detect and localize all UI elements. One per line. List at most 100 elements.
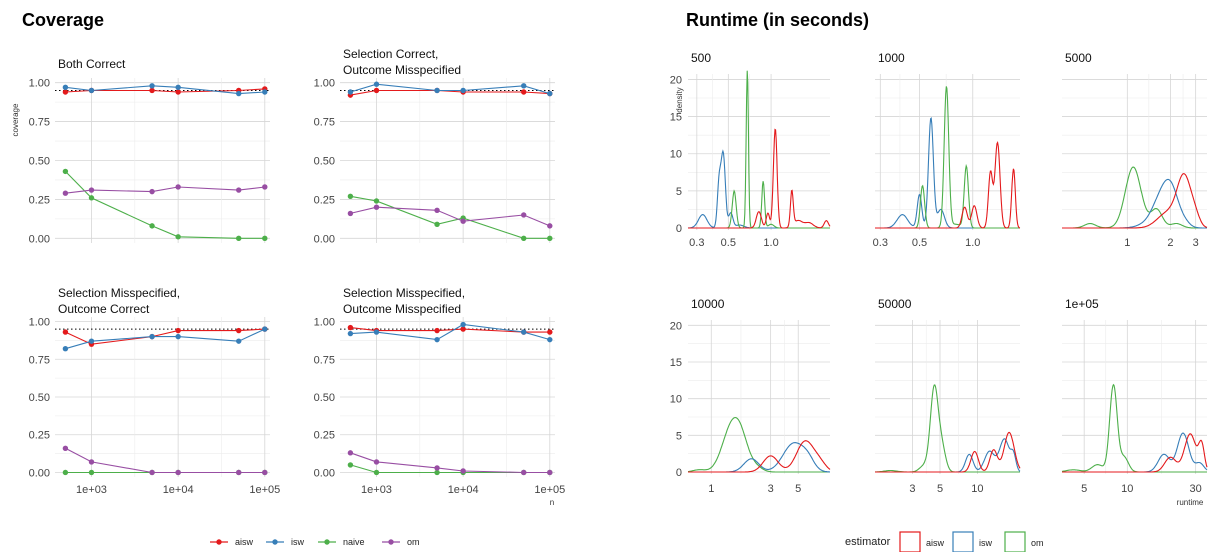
density-curve-isw xyxy=(875,438,1021,473)
runtime-panel-10000: 10000 0 5 10 15 20 1 3 5 xyxy=(670,297,831,495)
data-point-om xyxy=(149,188,155,195)
data-point-isw xyxy=(460,87,466,94)
y-tick-label: 0.25 xyxy=(314,194,335,206)
panel-title: Selection Correct, xyxy=(343,47,438,61)
legend-label: om xyxy=(407,537,420,547)
data-point-isw xyxy=(373,329,380,335)
data-point-om xyxy=(88,459,95,465)
x-tick-label: 1e+05 xyxy=(534,484,565,496)
density-curve-aisw xyxy=(875,140,1021,229)
y-tick-label: 0.00 xyxy=(314,233,335,245)
data-point-isw xyxy=(149,83,155,89)
x-tick-label: 0.5 xyxy=(721,237,736,249)
data-point-isw xyxy=(434,87,440,94)
data-point-om xyxy=(373,204,380,210)
data-point-isw xyxy=(547,90,553,97)
data-point-naive xyxy=(88,195,95,201)
data-point-naive xyxy=(62,469,69,476)
y-tick-label: 5 xyxy=(676,186,682,198)
density-curve-om xyxy=(1061,383,1207,473)
x-tick-label: 30 xyxy=(1190,483,1202,495)
data-point-om xyxy=(347,210,354,217)
y-tick-label: 0.75 xyxy=(314,117,335,129)
x-tick-label: 1.0 xyxy=(763,237,778,249)
legend-key-box xyxy=(952,531,974,552)
data-point-om xyxy=(262,184,268,190)
legend-key-box xyxy=(899,531,921,552)
data-point-naive xyxy=(347,193,354,200)
y-tick-label: 0.00 xyxy=(314,467,335,479)
data-point-aisw xyxy=(547,329,553,335)
legend-label: isw xyxy=(291,537,304,547)
data-point-om xyxy=(434,207,440,214)
series-line-aisw xyxy=(350,89,550,96)
series-line-om xyxy=(350,206,551,227)
y-tick-label: 0.50 xyxy=(314,392,335,404)
data-point-om xyxy=(347,450,354,456)
series-line-aisw xyxy=(350,327,550,333)
panel-title: 50000 xyxy=(878,297,912,311)
data-point-isw xyxy=(175,84,181,91)
x-tick-label: 1e+05 xyxy=(249,484,280,496)
density-curve-aisw xyxy=(688,440,831,473)
y-tick-label: 15 xyxy=(670,357,682,369)
data-point-aisw xyxy=(236,327,242,334)
panel-title: Outcome Correct xyxy=(58,302,150,316)
x-tick-label: 0.3 xyxy=(689,237,704,249)
data-point-om xyxy=(149,469,155,476)
x-tick-label: 0.3 xyxy=(873,237,888,249)
x-tick-label: 2 xyxy=(1167,237,1173,249)
series-line-isw xyxy=(65,85,265,95)
density-curve-isw xyxy=(1062,178,1207,229)
density-curve-isw xyxy=(875,116,1020,229)
series-line-om xyxy=(65,186,265,194)
y-tick-label: 5 xyxy=(676,430,682,442)
x-tick-label: 0.5 xyxy=(912,237,927,249)
y-tick-label: 0.75 xyxy=(29,354,50,366)
data-point-om xyxy=(175,469,181,476)
density-curve-isw xyxy=(687,149,830,229)
density-curve-aisw xyxy=(688,128,831,229)
data-point-naive xyxy=(373,469,380,476)
data-point-om xyxy=(460,468,466,474)
y-tick-label: 1.00 xyxy=(29,317,50,329)
data-point-aisw xyxy=(347,324,354,331)
coverage-panel-4: Selection Misspecified, Outcome Misspeci… xyxy=(314,286,566,496)
series-line-naive xyxy=(65,171,265,239)
legend-key-point xyxy=(272,539,278,545)
data-point-isw xyxy=(236,338,242,344)
y-tick-label: 0.25 xyxy=(314,430,335,442)
data-point-aisw xyxy=(175,89,181,95)
panel-title: 10000 xyxy=(691,297,725,311)
data-point-om xyxy=(547,469,553,476)
density-curve-om xyxy=(1062,166,1207,229)
data-point-naive xyxy=(521,235,527,242)
data-point-isw xyxy=(521,83,527,89)
data-point-om xyxy=(434,465,440,471)
runtime-panel-50000: 50000 3 5 10 xyxy=(875,297,1021,495)
y-tick-label: 0.50 xyxy=(29,392,50,404)
data-point-isw xyxy=(347,89,354,95)
runtime-title: Runtime (in seconds) xyxy=(686,10,869,30)
runtime-panel-1000: 1000 0.3 0.5 1.0 xyxy=(873,51,1021,249)
x-tick-label: 10 xyxy=(971,483,983,495)
coverage-panel-1: Both Correct 0.00 0.25 0.50 0.75 1.00 xyxy=(29,57,270,245)
data-point-aisw xyxy=(62,329,69,335)
runtime-legend: estimator aisw isw om xyxy=(845,531,1044,552)
data-point-om xyxy=(62,445,69,452)
panel-title: 1000 xyxy=(878,51,905,65)
y-tick-label: 0.25 xyxy=(29,194,50,206)
y-tick-label: 0.75 xyxy=(29,117,50,129)
legend-key-point xyxy=(216,539,222,545)
data-point-isw xyxy=(521,329,527,335)
data-point-isw xyxy=(460,321,466,328)
y-tick-label: 0 xyxy=(676,223,682,235)
data-point-isw xyxy=(236,90,242,97)
data-point-aisw xyxy=(149,87,155,94)
x-tick-label: 1.0 xyxy=(965,237,980,249)
data-point-naive xyxy=(88,469,95,476)
legend-label: isw xyxy=(979,538,992,548)
data-point-om xyxy=(236,187,242,193)
